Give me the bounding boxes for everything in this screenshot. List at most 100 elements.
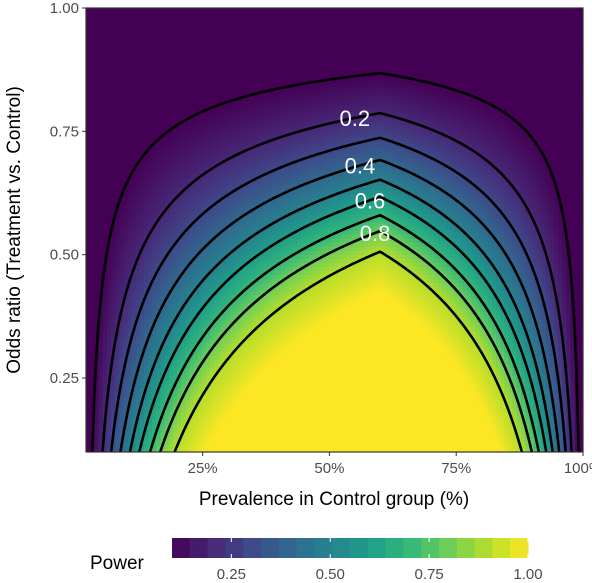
heatmap-cell [247,234,253,239]
heatmap-cell [185,258,191,263]
heatmap-cell [110,230,116,235]
heatmap-cell [98,399,104,405]
heatmap-cell [226,149,232,154]
heatmap-cell [247,262,253,267]
heatmap-cell [172,213,178,219]
heatmap-cell [251,149,257,154]
heatmap-cell [268,270,273,275]
heatmap-cell [185,415,191,421]
heatmap-cell [127,242,133,247]
heatmap-cell [243,423,249,429]
heatmap-cell [148,318,153,324]
heatmap-cell [264,149,269,154]
heatmap-cell [131,205,137,211]
heatmap-cell [86,205,91,211]
heatmap-cell [98,234,104,239]
heatmap-cell [90,250,95,255]
heatmap-cell [143,205,149,211]
heatmap-cell [102,173,108,179]
heatmap-cell [185,80,191,86]
heatmap-cell [272,278,278,284]
heatmap-cell [222,379,228,384]
heatmap-cell [114,153,120,158]
heatmap-cell [222,270,228,275]
heatmap-cell [86,60,91,66]
heatmap-cell [268,383,273,389]
heatmap-cell [94,238,100,243]
heatmap-cell [90,355,95,360]
heatmap-cell [172,221,178,227]
heatmap-cell [214,213,220,219]
heatmap-cell [243,96,249,102]
heatmap-cell [214,72,220,78]
heatmap-cell [127,298,133,304]
heatmap-cell [135,185,141,191]
heatmap-cell [94,306,100,312]
heatmap-cell [164,60,170,66]
heatmap-cell [119,367,124,372]
heatmap-cell [119,322,124,328]
heatmap-cell [181,258,186,263]
heatmap-cell [239,367,244,372]
heatmap-cell [94,24,100,29]
heatmap-cell [214,145,220,150]
heatmap-cell [168,32,174,37]
heatmap-cell [139,193,145,199]
heatmap-cell [230,145,236,150]
heatmap-cell [86,367,91,372]
heatmap-cell [90,197,95,203]
heatmap-cell [222,322,228,328]
heatmap-cell [230,213,236,219]
heatmap-cell [94,185,100,191]
heatmap-cell [177,48,182,53]
heatmap-cell [148,274,153,280]
heatmap-cell [98,355,104,360]
heatmap-cell [268,254,273,259]
heatmap-cell [119,213,124,219]
heatmap-cell [148,334,153,340]
heatmap-cell [86,52,91,58]
heatmap-cell [264,137,269,142]
heatmap-cell [156,141,162,146]
heatmap-cell [143,347,149,352]
heatmap-cell [172,225,178,231]
heatmap-cell [168,72,174,78]
heatmap-cell [235,375,240,380]
heatmap-cell [222,419,228,425]
heatmap-cell [148,173,153,179]
heatmap-cell [177,28,182,33]
heatmap-cell [185,355,191,360]
heatmap-cell [226,193,232,199]
heatmap-cell [201,238,207,243]
heatmap-cell [259,242,265,247]
heatmap-cell [226,137,232,142]
heatmap-cell [268,399,273,405]
heatmap-cell [193,209,199,215]
heatmap-cell [148,347,153,352]
heatmap-cell [259,96,265,102]
heatmap-cell [206,395,211,401]
heatmap-cell [102,96,108,102]
heatmap-cell [247,201,253,207]
heatmap-cell [172,68,178,74]
heatmap-cell [259,419,265,425]
heatmap-cell [168,415,174,421]
heatmap-cell [264,189,269,195]
heatmap-cell [226,314,232,320]
heatmap-cell [268,121,273,126]
heatmap-cell [201,375,207,380]
heatmap-cell [218,189,224,195]
heatmap-cell [164,44,170,49]
heatmap-cell [94,56,100,62]
heatmap-cell [226,310,232,316]
heatmap-cell [90,395,95,401]
heatmap-cell [214,419,220,425]
heatmap-cell [251,262,257,267]
heatmap-cell [114,80,120,86]
heatmap-cell [235,16,240,21]
heatmap-cell [226,48,232,53]
heatmap-cell [193,205,199,211]
heatmap-cell [131,185,137,191]
heatmap-cell [86,250,91,255]
heatmap-cell [131,108,137,114]
